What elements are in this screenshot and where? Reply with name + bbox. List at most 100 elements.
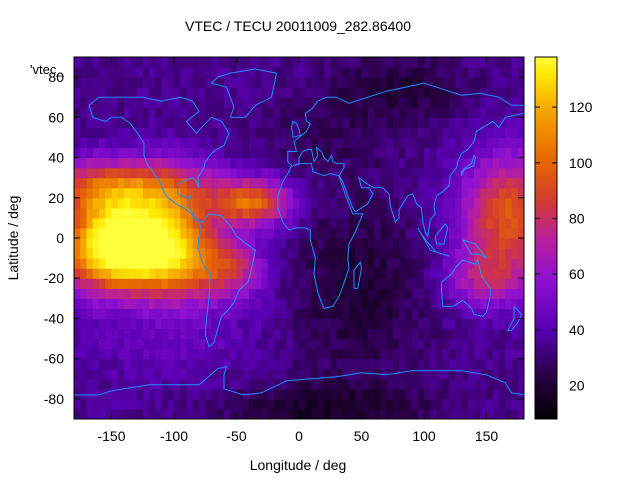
heatmap-cell — [92, 67, 100, 78]
heatmap-cell — [361, 117, 369, 128]
heatmap-cell — [474, 248, 481, 259]
heatmap-cell — [255, 207, 263, 219]
heatmap-cell — [492, 217, 500, 229]
heatmap-cell — [99, 338, 106, 350]
heatmap-cell — [430, 117, 438, 128]
heatmap-cell — [424, 268, 431, 279]
heatmap-cell — [355, 408, 363, 419]
heatmap-cell — [349, 197, 356, 209]
heatmap-cell — [467, 408, 475, 419]
heatmap-cell — [374, 127, 381, 139]
heatmap-cell — [486, 298, 494, 309]
heatmap-cell — [192, 248, 200, 259]
heatmap-cell — [324, 137, 331, 149]
heatmap-cell — [230, 167, 238, 179]
heatmap-cell — [399, 258, 406, 269]
heatmap-cell — [349, 177, 356, 189]
heatmap-cell — [330, 147, 338, 159]
heatmap-cell — [511, 157, 519, 169]
heatmap-cell — [105, 408, 113, 419]
heatmap-cell — [280, 117, 288, 128]
heatmap-cell — [180, 137, 188, 149]
heatmap-cell — [267, 318, 275, 330]
heatmap-cell — [417, 77, 425, 88]
heatmap-cell — [392, 308, 400, 320]
heatmap-cell — [392, 137, 400, 149]
heatmap-cell — [199, 147, 206, 159]
heatmap-cell — [405, 227, 413, 239]
heatmap-cell — [386, 298, 394, 309]
heatmap-cell — [305, 268, 313, 279]
heatmap-cell — [305, 57, 313, 68]
heatmap-cell — [186, 227, 194, 239]
heatmap-cell — [255, 167, 263, 179]
heatmap-cell — [517, 197, 524, 209]
heatmap-cell — [349, 167, 356, 179]
heatmap-cell — [105, 97, 113, 108]
heatmap-cell — [411, 298, 419, 309]
heatmap-cell — [517, 298, 524, 309]
heatmap-cell — [386, 187, 394, 199]
heatmap-cell — [280, 338, 288, 350]
heatmap-cell — [386, 388, 394, 400]
heatmap-cell — [349, 187, 356, 199]
heatmap-cell — [74, 298, 81, 309]
heatmap-cell — [442, 268, 450, 279]
heatmap-cell — [361, 127, 369, 139]
heatmap-cell — [399, 57, 406, 68]
heatmap-cell — [442, 398, 450, 410]
heatmap-cell — [186, 87, 194, 98]
heatmap-cell — [330, 77, 338, 88]
heatmap-cell — [486, 268, 494, 279]
heatmap-cell — [374, 67, 381, 78]
heatmap-cell — [174, 238, 181, 249]
heatmap-cell — [399, 217, 406, 229]
heatmap-cell — [299, 318, 306, 330]
heatmap-cell — [399, 298, 406, 309]
heatmap-cell — [474, 398, 481, 410]
heatmap-cell — [417, 57, 425, 68]
heatmap-cell — [467, 147, 475, 159]
heatmap-cell — [149, 137, 156, 149]
heatmap-cell — [230, 217, 238, 229]
heatmap-cell — [261, 137, 269, 149]
heatmap-cell — [330, 107, 338, 118]
heatmap-cell — [399, 238, 406, 249]
heatmap-cell — [399, 157, 406, 169]
heatmap-cell — [105, 127, 113, 139]
heatmap-cell — [267, 278, 275, 289]
heatmap-cell — [167, 97, 175, 108]
heatmap-cell — [86, 187, 94, 199]
heatmap-cell — [105, 197, 113, 209]
heatmap-cell — [449, 378, 456, 390]
heatmap-cell — [511, 107, 519, 118]
heatmap-cell — [192, 318, 200, 330]
heatmap-cell — [136, 137, 144, 149]
heatmap-cell — [492, 238, 500, 249]
heatmap-cell — [424, 388, 431, 400]
heatmap-cell — [117, 157, 125, 169]
heatmap-cell — [361, 137, 369, 149]
heatmap-cell — [286, 217, 294, 229]
heatmap-cell — [392, 398, 400, 410]
heatmap-cell — [311, 388, 319, 400]
heatmap-cell — [386, 378, 394, 390]
heatmap-cell — [92, 278, 100, 289]
heatmap-cell — [105, 207, 113, 219]
heatmap-cell — [274, 278, 281, 289]
heatmap-cell — [505, 127, 513, 139]
heatmap-cell — [461, 197, 469, 209]
heatmap-cell — [174, 288, 181, 299]
heatmap-cell — [424, 258, 431, 269]
heatmap-cell — [105, 268, 113, 279]
heatmap-cell — [86, 378, 94, 390]
heatmap-cell — [261, 348, 269, 360]
heatmap-cell — [317, 57, 325, 68]
heatmap-cell — [255, 127, 263, 139]
heatmap-cell — [249, 137, 256, 149]
heatmap-cell — [74, 338, 81, 350]
heatmap-cell — [336, 207, 344, 219]
heatmap-cell — [180, 67, 188, 78]
heatmap-cell — [161, 97, 169, 108]
heatmap-cell — [155, 388, 163, 400]
